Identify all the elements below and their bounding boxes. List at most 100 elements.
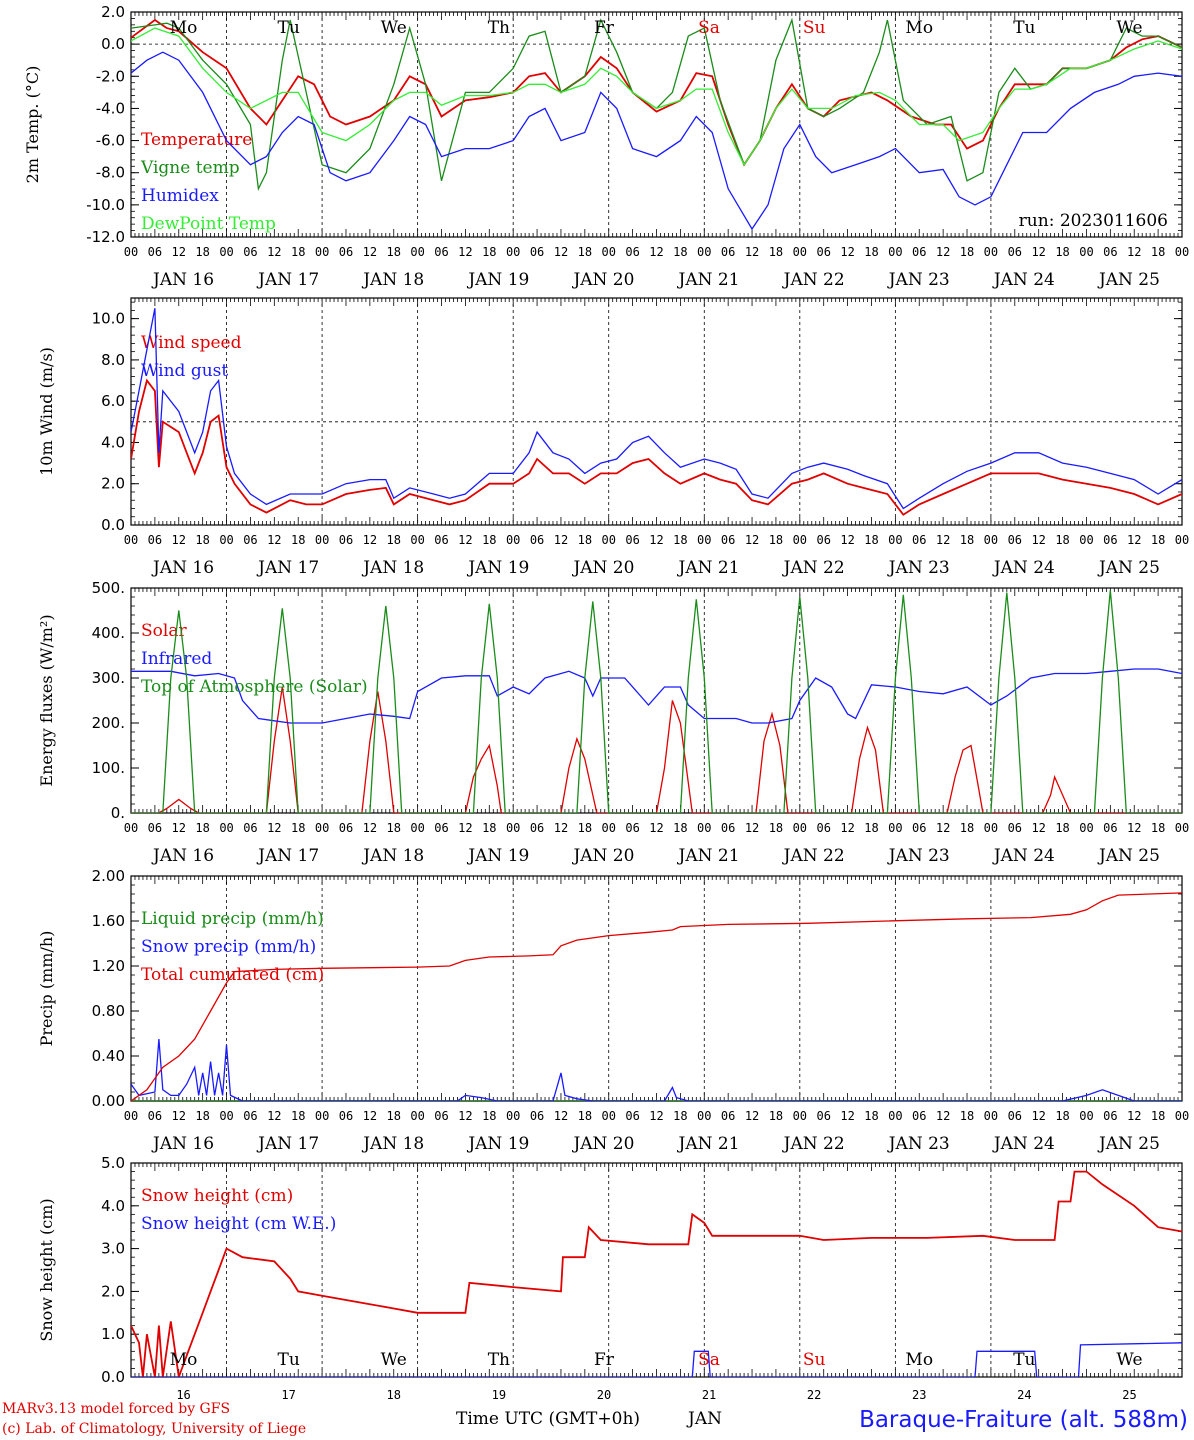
hour-tick-label: 00 xyxy=(410,245,424,259)
hour-tick-label: 12 xyxy=(267,533,281,547)
weekday-label-bottom: Fr xyxy=(594,1350,615,1370)
hour-tick-label: 18 xyxy=(673,533,687,547)
series-line-snow-height-cm- xyxy=(131,1170,1182,1377)
hour-tick-label: 12 xyxy=(1127,1109,1141,1123)
hour-tick-label: 06 xyxy=(1008,533,1022,547)
hour-tick-label: 18 xyxy=(960,533,974,547)
legend-entry: Snow precip (mm/h) xyxy=(141,937,316,957)
y-tick-label: 0. xyxy=(111,804,125,822)
y-axis-label: Snow height (cm) xyxy=(37,1198,56,1341)
hour-tick-label: 12 xyxy=(840,245,854,259)
hour-tick-label: 06 xyxy=(1008,1109,1022,1123)
y-tick-label: 500. xyxy=(92,579,125,597)
date-label: JAN 25 xyxy=(1097,558,1160,578)
date-label: JAN 19 xyxy=(466,846,529,866)
hour-tick-label: 18 xyxy=(769,533,783,547)
hour-tick-label: 12 xyxy=(172,821,186,835)
hour-tick-label: 18 xyxy=(291,245,305,259)
date-label: JAN 25 xyxy=(1097,1134,1160,1154)
weekday-label-bottom: Tu xyxy=(1013,1350,1035,1370)
hour-tick-label: 12 xyxy=(554,245,568,259)
weekday-label-top: We xyxy=(1116,18,1142,38)
hour-tick-label: 06 xyxy=(1103,1109,1117,1123)
hour-tick-label: 18 xyxy=(578,533,592,547)
hour-tick-label: 00 xyxy=(793,821,807,835)
hour-tick-label: 18 xyxy=(769,1109,783,1123)
hour-tick-label: 06 xyxy=(434,821,448,835)
y-tick-label: -10.0 xyxy=(86,196,125,214)
hour-tick-label: 12 xyxy=(936,821,950,835)
hour-tick-label: 00 xyxy=(697,821,711,835)
date-label: JAN 24 xyxy=(992,270,1055,290)
hour-tick-label: 12 xyxy=(745,1109,759,1123)
hour-tick-label: 12 xyxy=(1031,245,1045,259)
y-tick-label: 2.00 xyxy=(92,867,125,885)
hour-tick-label: 06 xyxy=(434,533,448,547)
panel-3: 500. 400. 300. 200. 100. 0. Energy fluxes (W/m… xyxy=(37,579,1189,866)
hour-tick-label: 12 xyxy=(363,533,377,547)
series-line-total-cumulated-cm- xyxy=(131,892,1182,1101)
hour-tick-label: 12 xyxy=(267,245,281,259)
hour-tick-label: 18 xyxy=(864,245,878,259)
hour-tick-label: 06 xyxy=(1008,821,1022,835)
date-label: JAN 22 xyxy=(782,558,845,578)
date-label: JAN 20 xyxy=(571,846,634,866)
y-axis-label: Energy fluxes (W/m²) xyxy=(37,614,56,786)
date-label: JAN 18 xyxy=(361,270,424,290)
hour-tick-label: 12 xyxy=(936,1109,950,1123)
hour-tick-label: 12 xyxy=(458,1109,472,1123)
hour-tick-label: 06 xyxy=(339,1109,353,1123)
date-label: JAN 19 xyxy=(466,270,529,290)
hour-tick-label: 12 xyxy=(936,245,950,259)
y-tick-label: 3.0 xyxy=(101,1240,125,1258)
hour-tick-label: 00 xyxy=(506,821,520,835)
hour-tick-label: 18 xyxy=(482,821,496,835)
hour-tick-label: 00 xyxy=(888,245,902,259)
series-line-snow-height-cm-w-e- xyxy=(131,1342,1182,1377)
hour-tick-label: 12 xyxy=(745,821,759,835)
weekday-label-top: Su xyxy=(803,18,826,38)
hour-tick-label: 00 xyxy=(315,821,329,835)
date-label: JAN 21 xyxy=(677,1134,740,1154)
hour-tick-label: 00 xyxy=(697,533,711,547)
day-number-label: 25 xyxy=(1122,1388,1136,1402)
date-label: JAN 22 xyxy=(782,846,845,866)
hour-tick-label: 00 xyxy=(888,533,902,547)
hour-tick-label: 12 xyxy=(554,821,568,835)
hour-tick-label: 06 xyxy=(339,245,353,259)
hour-tick-label: 06 xyxy=(721,821,735,835)
y-axis-label: 2m Temp. (°C) xyxy=(23,66,42,184)
hour-tick-label: 18 xyxy=(1055,533,1069,547)
hour-tick-label: 18 xyxy=(1151,533,1165,547)
hour-tick-label: 00 xyxy=(984,533,998,547)
hour-tick-label: 12 xyxy=(554,533,568,547)
weekday-label-bottom: Mo xyxy=(170,1350,198,1370)
weekday-label-bottom: Th xyxy=(488,1350,510,1370)
day-number-label: 23 xyxy=(912,1388,926,1402)
panel-1: 2.0 0.0 -2.0 -4.0 -6.0 -8.0 -10.0 -12.0 2m Temp.… xyxy=(23,3,1189,290)
hour-tick-label: 12 xyxy=(267,1109,281,1123)
hour-tick-label: 00 xyxy=(315,1109,329,1123)
y-tick-label: 1.60 xyxy=(92,912,125,930)
hour-tick-label: 06 xyxy=(148,821,162,835)
hour-tick-label: 06 xyxy=(721,533,735,547)
footer-model: MARv3.13 model forced by GFS xyxy=(2,1401,230,1417)
hour-tick-label: 12 xyxy=(649,821,663,835)
date-label: JAN 22 xyxy=(782,270,845,290)
plot-frame xyxy=(130,587,1183,814)
day-number-label: 24 xyxy=(1017,1388,1031,1402)
weekday-label-top: Mo xyxy=(905,18,933,38)
hour-tick-label: 18 xyxy=(578,245,592,259)
hour-tick-label: 00 xyxy=(602,821,616,835)
hour-tick-label: 06 xyxy=(625,821,639,835)
panel-4: 2.00 1.60 1.20 0.80 0.40 0.00 Precip (mm/h) Liq… xyxy=(37,867,1189,1154)
hour-tick-label: 06 xyxy=(530,1109,544,1123)
hour-tick-label: 06 xyxy=(1103,245,1117,259)
run-label: run: 2023011606 xyxy=(1019,211,1168,231)
footer-month: JAN xyxy=(686,1409,722,1429)
y-tick-label: 100. xyxy=(92,759,125,777)
hour-tick-label: 18 xyxy=(195,245,209,259)
y-tick-label: 8.0 xyxy=(101,351,125,369)
hour-tick-label: 00 xyxy=(793,245,807,259)
y-tick-label: 0.40 xyxy=(92,1047,125,1065)
